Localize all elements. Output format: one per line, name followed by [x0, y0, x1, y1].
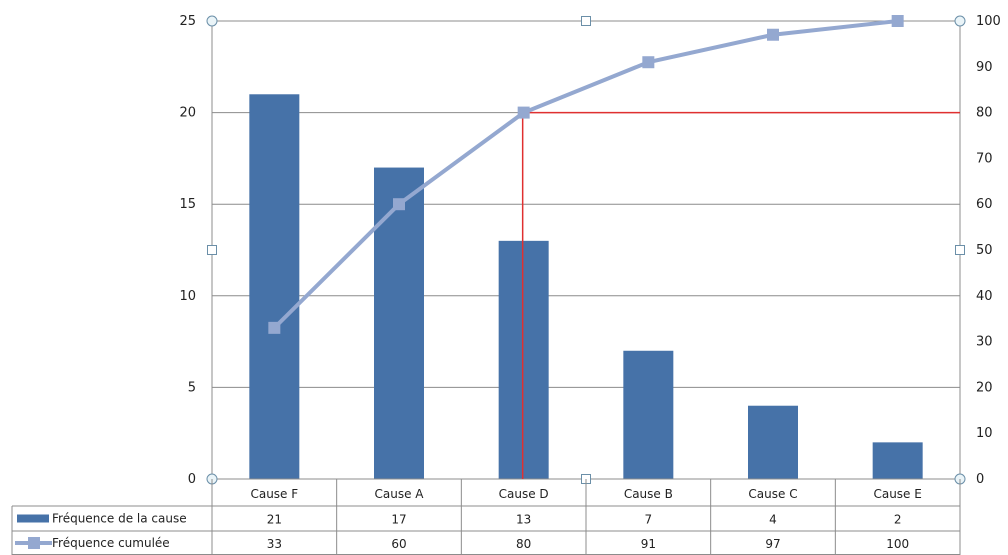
data-table-cell: 21: [267, 513, 282, 527]
data-table-cell: 100: [886, 537, 909, 551]
y-right-tick-label: 90: [976, 60, 993, 75]
category-label: Cause B: [624, 487, 673, 501]
bar-cause-f: [249, 94, 300, 479]
data-table-cell: 91: [641, 537, 656, 551]
cumulative-point: [767, 28, 779, 41]
legend-label: Fréquence de la cause: [52, 512, 187, 526]
y-right-tick-label: 0: [976, 472, 984, 487]
y-right-tick-label: 50: [976, 243, 993, 258]
y-left-tick-label: 0: [188, 472, 196, 487]
y-right-tick-label: 30: [976, 335, 993, 350]
cumulative-point: [891, 15, 904, 27]
category-label: Cause D: [499, 487, 549, 501]
selection-handle: [206, 15, 218, 27]
selection-handle: [581, 16, 591, 26]
legend-label: Fréquence cumulée: [52, 536, 170, 550]
y-right-tick-label: 70: [976, 151, 993, 166]
data-table-cell: 2: [894, 513, 902, 527]
legend-key-marker: [28, 537, 40, 549]
y-left-tick-label: 5: [188, 380, 196, 395]
cumulative-point: [393, 198, 405, 211]
data-table-cell: 97: [765, 537, 780, 551]
legend-key-bar: [17, 514, 49, 523]
y-right-tick-label: 100: [976, 14, 1001, 29]
selection-handle: [207, 245, 217, 255]
cumulative-point: [268, 321, 281, 334]
y-left-tick-label: 15: [179, 197, 196, 212]
cumulative-point: [517, 106, 530, 119]
data-table-cell: 33: [267, 537, 282, 551]
data-table-cell: 4: [769, 513, 777, 527]
y-right-tick-label: 10: [976, 426, 993, 441]
selection-handle: [955, 245, 965, 255]
y-right-tick-label: 80: [976, 106, 993, 121]
category-label: Cause C: [748, 487, 797, 501]
data-table-cell: 17: [391, 513, 406, 527]
y-right-tick-label: 40: [976, 289, 993, 304]
cumulative-line: [272, 19, 898, 330]
category-label: Cause A: [375, 487, 425, 501]
cumulative-point: [642, 56, 655, 69]
data-table-cell: 80: [516, 537, 531, 551]
bar-cause-b: [623, 350, 674, 479]
selection-handle: [954, 15, 966, 27]
y-left-tick-label: 10: [179, 289, 196, 304]
data-table-cell: 60: [391, 537, 406, 551]
data-table-cell: 13: [516, 513, 531, 527]
category-label: Cause E: [873, 487, 921, 501]
category-label: Cause F: [250, 487, 298, 501]
y-right-tick-label: 60: [976, 197, 993, 212]
bar-cause-d: [498, 240, 549, 479]
bar-cause-e: [872, 442, 923, 479]
y-left-tick-label: 20: [179, 106, 196, 121]
bar-cause-a: [374, 167, 424, 479]
y-right-tick-label: 20: [976, 380, 993, 395]
data-table-cell: 7: [645, 513, 653, 527]
y-left-tick-label: 25: [179, 14, 196, 29]
bar-cause-c: [748, 405, 798, 479]
